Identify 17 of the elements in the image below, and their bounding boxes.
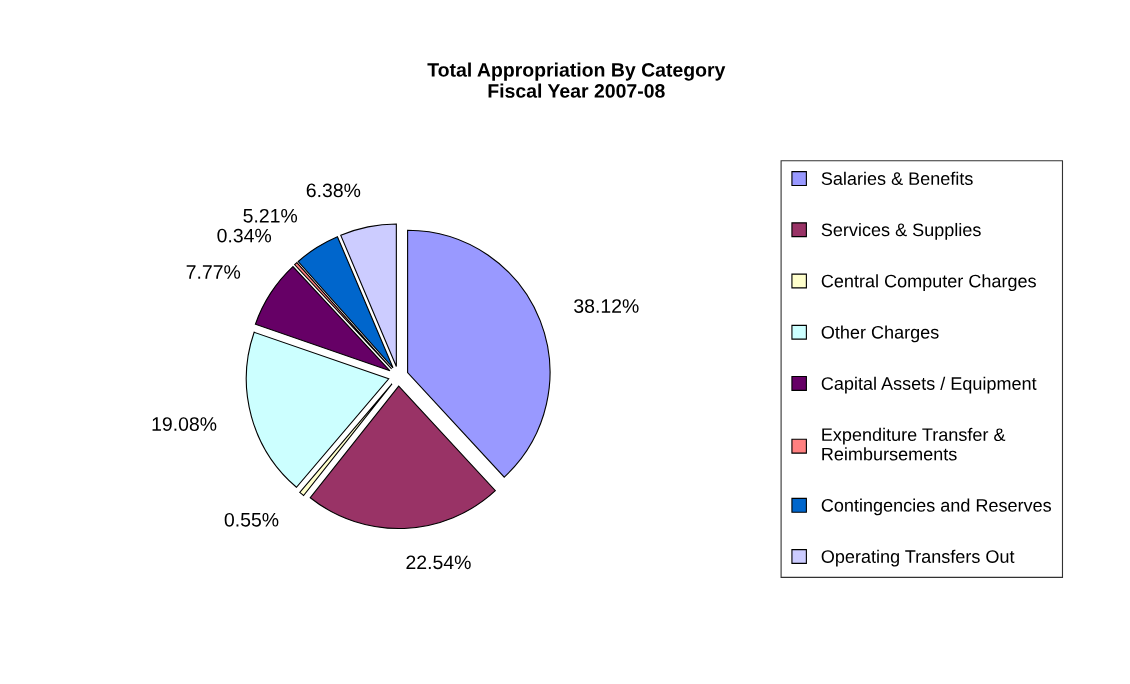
legend-label: Capital Assets / Equipment (821, 376, 1037, 394)
legend-label: Salaries & Benefits (821, 171, 973, 185)
data-label: 7.77% (186, 265, 241, 279)
legend-label: Contingencies and Reserves (821, 498, 1052, 516)
legend-label: Expenditure Transfer & Reimbursements (822, 427, 1006, 461)
data-label: 38.12% (574, 299, 639, 313)
data-label: 5.21% (243, 208, 298, 223)
data-label: 0.34% (217, 228, 272, 243)
legend-label: Operating Transfers Out (821, 549, 1015, 567)
legend-label: Central Computer Charges (821, 274, 1036, 292)
legend-label: Other Charges (821, 325, 939, 343)
legend-label: Services & Supplies (821, 222, 981, 240)
data-label: 6.38% (306, 183, 361, 198)
data-label: 22.54% (406, 555, 471, 570)
chart-title: Total Appropriation By Category Fiscal Year 2007-08 (427, 62, 726, 98)
data-label: 19.08% (152, 417, 217, 431)
data-label: 0.55% (224, 512, 279, 527)
